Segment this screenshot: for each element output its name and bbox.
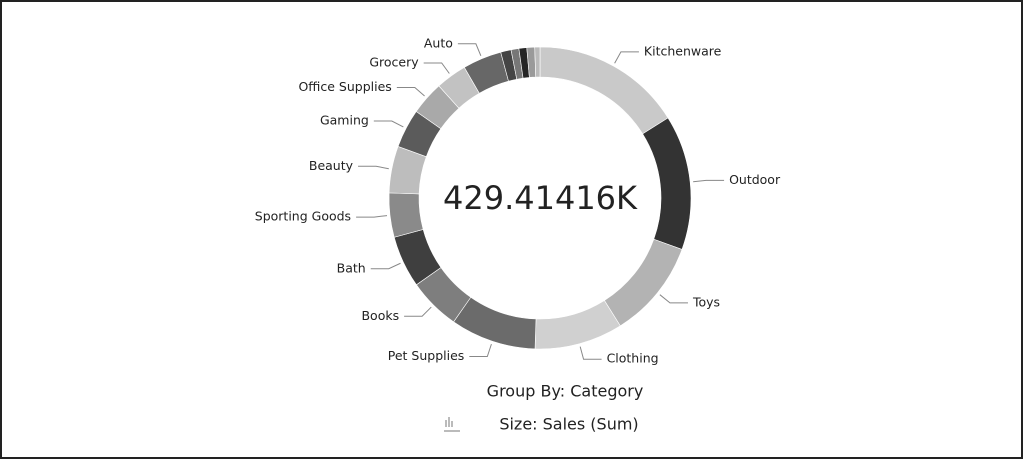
slice-label: Bath (337, 260, 366, 275)
slice (388, 192, 424, 238)
leader-line (659, 294, 688, 304)
leader-line (356, 215, 388, 218)
leader-line (469, 343, 492, 357)
slice-label: Beauty (309, 158, 354, 173)
leader-line (423, 62, 450, 74)
slice-label: Grocery (369, 55, 419, 70)
slice-label: Office Supplies (298, 79, 391, 94)
leader-line (614, 51, 639, 64)
leader-line (404, 306, 432, 317)
leader-line (373, 120, 404, 128)
slice-label: Clothing (607, 351, 659, 366)
slice-label: Sporting Goods (255, 209, 351, 224)
size-label: Size: Sales (Sum) (499, 415, 638, 434)
slice-label: Gaming (320, 112, 369, 127)
slice-label: Kitchenware (644, 43, 722, 58)
size-icon (444, 417, 460, 432)
slice-label: Pet Supplies (388, 348, 465, 363)
slice-label: Auto (424, 35, 453, 50)
leader-line (358, 165, 389, 170)
leader-line (457, 43, 482, 56)
leader-line (693, 179, 725, 183)
center-label: 429.41416K (443, 179, 638, 217)
leader-line (579, 346, 602, 360)
slice-label: Books (361, 308, 399, 323)
leader-line (396, 86, 425, 97)
group-by: Group By: Category (487, 382, 644, 401)
leader-line (370, 262, 401, 270)
slice-label: Outdoor (729, 172, 781, 187)
slice-label: Toys (692, 294, 720, 309)
slice (534, 46, 541, 78)
